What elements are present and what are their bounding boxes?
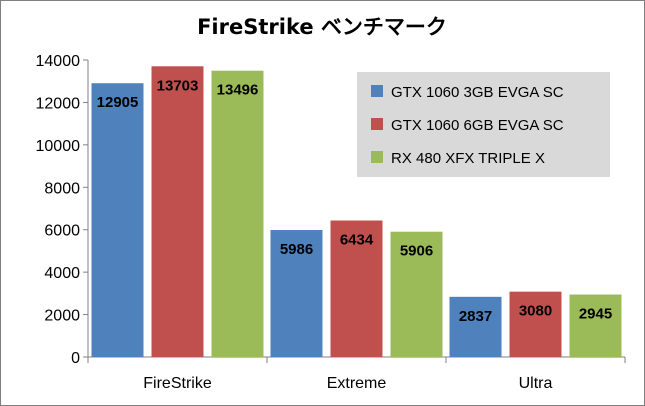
y-tick-label: 4000 bbox=[44, 265, 80, 282]
legend-label: GTX 1060 3GB EVGA SC bbox=[391, 84, 564, 101]
legend-box bbox=[357, 72, 610, 177]
y-tick-label: 14000 bbox=[36, 53, 81, 70]
bar-data-label: 3080 bbox=[519, 303, 552, 320]
bar bbox=[211, 70, 264, 357]
legend: GTX 1060 3GB EVGA SC GTX 1060 6GB EVGA SC… bbox=[357, 72, 610, 177]
bar bbox=[509, 291, 562, 357]
bar-data-label: 5906 bbox=[400, 243, 433, 260]
bar bbox=[449, 296, 502, 357]
bar-data-label: 12905 bbox=[97, 94, 139, 111]
bar-data-label: 6434 bbox=[340, 232, 374, 249]
y-tick-label: 6000 bbox=[44, 223, 80, 240]
bar bbox=[569, 294, 622, 357]
x-category-label: Extreme bbox=[327, 375, 387, 392]
bar-data-label: 5986 bbox=[280, 241, 313, 258]
legend-swatch bbox=[371, 118, 383, 130]
x-axis: FireStrike Extreme Ultra bbox=[87, 356, 626, 392]
y-tick-label: 12000 bbox=[36, 95, 81, 112]
legend-swatch bbox=[371, 85, 383, 97]
y-tick-label: 2000 bbox=[44, 308, 80, 325]
bar-data-label: 13496 bbox=[217, 82, 259, 99]
bar bbox=[330, 220, 383, 357]
bar-data-label: 2837 bbox=[459, 308, 492, 325]
y-tick-label: 8000 bbox=[44, 180, 80, 197]
bar-data-label: 2945 bbox=[579, 306, 612, 323]
y-tick-label: 0 bbox=[71, 350, 80, 367]
bar bbox=[151, 66, 204, 357]
legend-label: RX 480 XFX TRIPLE X bbox=[391, 150, 545, 167]
bar bbox=[91, 83, 144, 357]
bar bbox=[390, 231, 443, 357]
chart-title: FireStrike ベンチマーク bbox=[197, 15, 447, 39]
bar bbox=[270, 230, 323, 357]
bar-data-label: 13703 bbox=[157, 77, 199, 94]
legend-label: GTX 1060 6GB EVGA SC bbox=[391, 117, 564, 134]
bars: 12905 13703 13496 5986 6434 5906 2837 3080 2945 bbox=[91, 66, 622, 357]
x-category-label: Ultra bbox=[519, 375, 553, 392]
y-tick-label: 10000 bbox=[36, 138, 81, 155]
x-category-label: FireStrike bbox=[143, 375, 212, 392]
y-axis: 0 2000 4000 6000 8000 10000 12000 14000 bbox=[36, 53, 89, 367]
legend-swatch bbox=[371, 151, 383, 163]
